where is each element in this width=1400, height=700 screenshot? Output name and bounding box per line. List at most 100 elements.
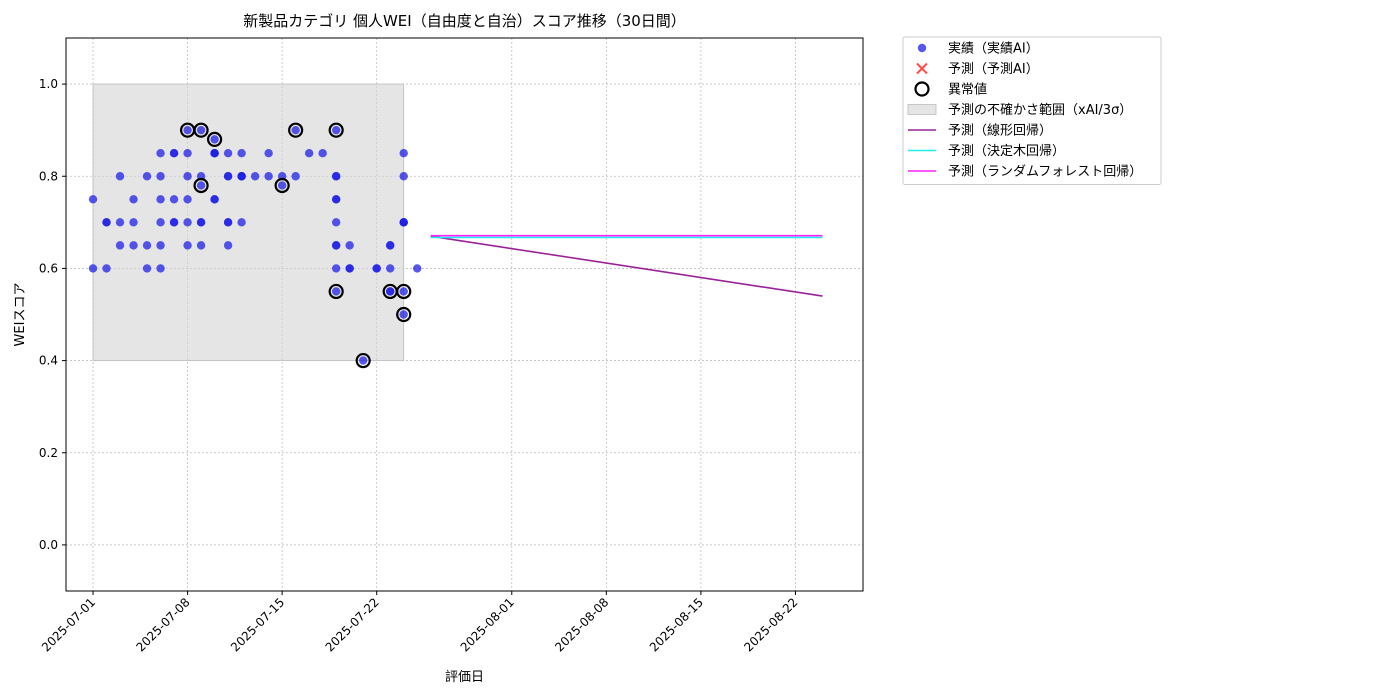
anomaly-point [193,122,209,138]
anomaly-point [355,352,371,369]
actual-point [183,195,192,204]
actual-point [169,149,179,158]
actual-point [413,264,422,273]
x-tick-label: 2025-08-01 [458,595,517,654]
actual-point [210,135,219,144]
anomaly-point [206,131,223,147]
actual-point [156,172,165,181]
actual-point [156,264,165,273]
actual-point [345,264,354,273]
series-line-linear [430,235,823,297]
actual-point [331,218,341,227]
actual-point [142,241,152,250]
legend-label-forest: 予測（ランダムフォレスト回帰） [948,164,1142,180]
actual-point [331,172,341,181]
actual-point [169,195,179,204]
actual-point [331,241,341,250]
actual-point [250,172,260,181]
actual-point [223,241,233,250]
actual-point [156,241,165,250]
actual-point [102,218,111,227]
actual-point [156,195,165,204]
actual-point [88,264,98,273]
y-tick-label: 0.0 [39,538,58,552]
actual-point [386,264,395,273]
legend-marker-predicted [916,62,928,75]
plot-frame [65,37,864,592]
x-tick-label: 2025-07-22 [323,595,382,654]
uncertainty-band [92,83,405,361]
actual-point [183,125,192,135]
actual-point [399,172,408,181]
y-tick-label: 1.0 [39,77,58,91]
x-tick-label: 2025-08-08 [552,595,611,654]
legend-label-band: 予測の不確かさ範囲（xAI/3σ） [948,102,1132,118]
actual-point [386,287,395,296]
chart-title: 新製品カテゴリ 個人WEI（自由度と自治）スコア推移（30日間） [243,12,686,30]
actual-point [156,218,165,227]
actual-point [237,172,246,181]
y-tick-label: 0.4 [39,354,58,368]
actual-point [129,218,138,227]
legend-marker-actual [917,43,927,53]
y-tick-label: 0.6 [39,261,58,275]
x-tick-label: 2025-08-22 [741,595,800,654]
anomaly-point [274,177,290,194]
legend-label-actual: 実績（実績AI） [948,41,1039,57]
actual-point [156,149,165,158]
actual-point [196,181,206,190]
actual-point [304,149,314,158]
actual-point [399,218,408,227]
actual-point [264,149,273,158]
actual-point [237,218,246,227]
anomaly-point [328,122,344,138]
actual-point [142,172,152,181]
legend-label-anomaly: 異常値 [948,82,987,98]
x-tick-label: 2025-08-15 [647,595,706,654]
actual-point [183,241,192,250]
legend-marker-band [907,104,937,115]
actual-points-layer [88,125,422,365]
actual-point [196,218,206,227]
x-tick-label: 2025-07-15 [228,595,287,654]
anomaly-point [396,306,412,323]
anomaly-points-layer [179,122,412,369]
actual-point [142,264,152,273]
anomaly-point [328,283,344,300]
actual-point [331,125,341,135]
actual-point [115,218,125,227]
actual-point [291,125,300,135]
actual-point [196,241,206,250]
actual-point [183,172,192,181]
actual-point [318,149,327,158]
actual-point [358,356,368,365]
actual-point [169,218,179,227]
actual-point [196,125,206,135]
y-axis-title: WEIスコア [13,283,28,347]
x-axis-title: 評価日 [445,670,484,685]
actual-point [331,195,341,204]
actual-point [129,195,138,204]
actual-point [345,241,354,250]
legend-box [902,36,1162,185]
actual-point [331,264,341,273]
actual-point [129,241,138,250]
actual-point [210,195,219,204]
actual-point [183,218,192,227]
actual-point [399,149,408,158]
actual-point [399,287,408,296]
actual-point [88,195,98,204]
actual-point [372,264,381,273]
uncertainty-band-layer [92,83,405,361]
actual-point [277,181,287,190]
legend-label-predicted: 予測（予測AI） [948,62,1039,77]
actual-point [291,172,300,181]
actual-point [223,218,233,227]
actual-point [264,172,273,181]
actual-point [102,264,111,273]
actual-point [183,149,192,158]
actual-point [115,241,125,250]
legend-label-tree: 予測（決定木回帰） [948,143,1065,159]
